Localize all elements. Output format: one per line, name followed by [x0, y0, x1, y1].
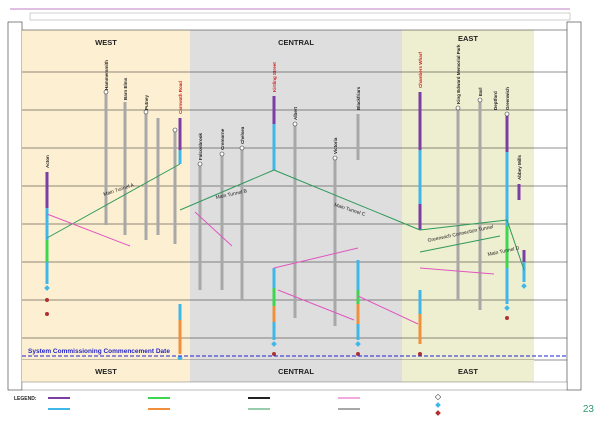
site-label-falconbrook: Falconbrook — [198, 133, 203, 160]
region-west-footer: WEST — [95, 367, 117, 376]
site-label-victoria: Victoria — [333, 137, 338, 154]
site-label-kirtling: Kirtling Street — [272, 62, 277, 92]
commissioning-text: System Commissioning Commencement Date — [28, 348, 170, 355]
region-central-title: CENTRAL — [278, 38, 314, 47]
region-east-footer: EAST — [458, 367, 478, 376]
site-label-cremorne: Cremorne — [220, 128, 225, 150]
right-year-axis — [566, 21, 582, 391]
main-tunnel-lines — [46, 163, 525, 271]
east-region-band — [402, 30, 534, 360]
central-bottom-band — [190, 360, 402, 382]
site-label-deptford: Deptford — [493, 91, 498, 110]
top-header — [10, 8, 571, 21]
region-central-footer: CENTRAL — [278, 367, 314, 376]
site-label-acton: Acton — [45, 155, 50, 168]
east-bottom-band — [402, 360, 534, 382]
abbey-mills-shaft-bars — [517, 184, 526, 282]
site-label-hammersmith: Hammersmith — [104, 60, 109, 90]
legend-title: LEGEND: — [14, 396, 37, 402]
grey-site-bars — [104, 92, 482, 326]
site-labels: Acton Hammersmith Barn Elms Putney Carnw… — [45, 44, 522, 180]
region-east-title: EAST — [458, 34, 478, 43]
site-label-abbey-mills: Abbey Mills — [517, 154, 522, 180]
site-label-blackfriars: Blackfriars — [356, 86, 361, 110]
site-label-chambers: Chambers Wharf — [418, 51, 423, 88]
site-label-carnwath: Carnwath Road — [178, 81, 183, 114]
site-label-barn-elms: Barn Elms — [123, 77, 128, 100]
site-label-earl: Earl — [478, 87, 483, 96]
page-number: 23 — [582, 404, 594, 415]
left-year-axis — [7, 21, 23, 391]
site-label-greenwich: Greenwich — [505, 87, 510, 110]
west-bottom-band — [22, 360, 190, 382]
bottom-axis-strip — [21, 381, 568, 391]
site-label-albert: Albert — [293, 106, 298, 120]
legend: LEGEND: — [14, 393, 442, 416]
legend-red-marker — [435, 410, 441, 416]
region-west-title: WEST — [95, 38, 117, 47]
site-red-markers — [45, 298, 509, 356]
legend-open-marker — [434, 393, 442, 401]
legend-blue-marker — [435, 402, 441, 408]
site-label-kemp: King Edward Memorial Park — [456, 44, 461, 104]
pink-connection-lines — [46, 211, 495, 325]
site-label-chelsea: Chelsea — [240, 126, 245, 144]
site-open-markers — [103, 89, 510, 167]
site-label-putney: Putney — [144, 94, 149, 110]
